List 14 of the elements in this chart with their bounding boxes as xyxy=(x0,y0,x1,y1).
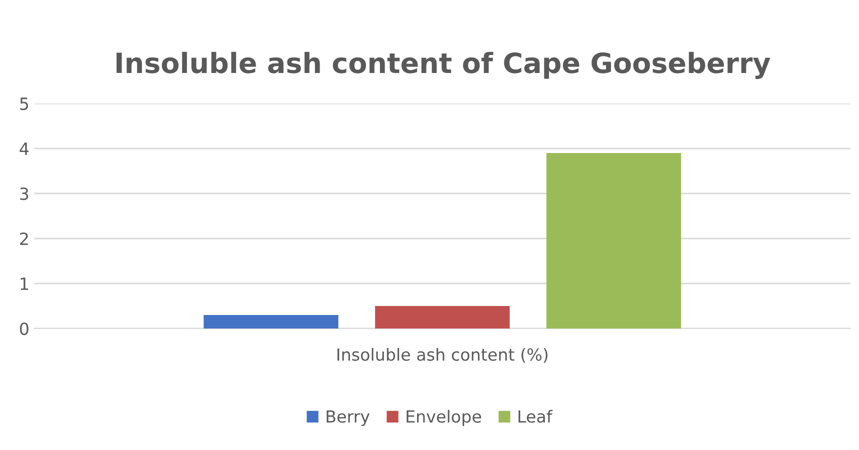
y-tick-label: 1 xyxy=(20,278,28,290)
legend-label: Berry xyxy=(326,410,370,426)
chart-title: Insoluble ash content of Cape Gooseberry xyxy=(116,52,770,79)
bar xyxy=(204,315,338,328)
legend-label: Leaf xyxy=(518,410,553,423)
y-tick-label: 0 xyxy=(20,322,28,336)
bar xyxy=(546,153,682,328)
y-tick-label: 3 xyxy=(20,187,28,200)
x-tick-label: Insoluble ash content (%) xyxy=(338,348,548,363)
y-tick-label: 2 xyxy=(20,232,28,245)
legend-label: Envelope xyxy=(406,410,482,426)
y-tick-label: 5 xyxy=(20,98,28,110)
bar xyxy=(375,306,510,328)
y-tick-label: 4 xyxy=(20,142,29,155)
